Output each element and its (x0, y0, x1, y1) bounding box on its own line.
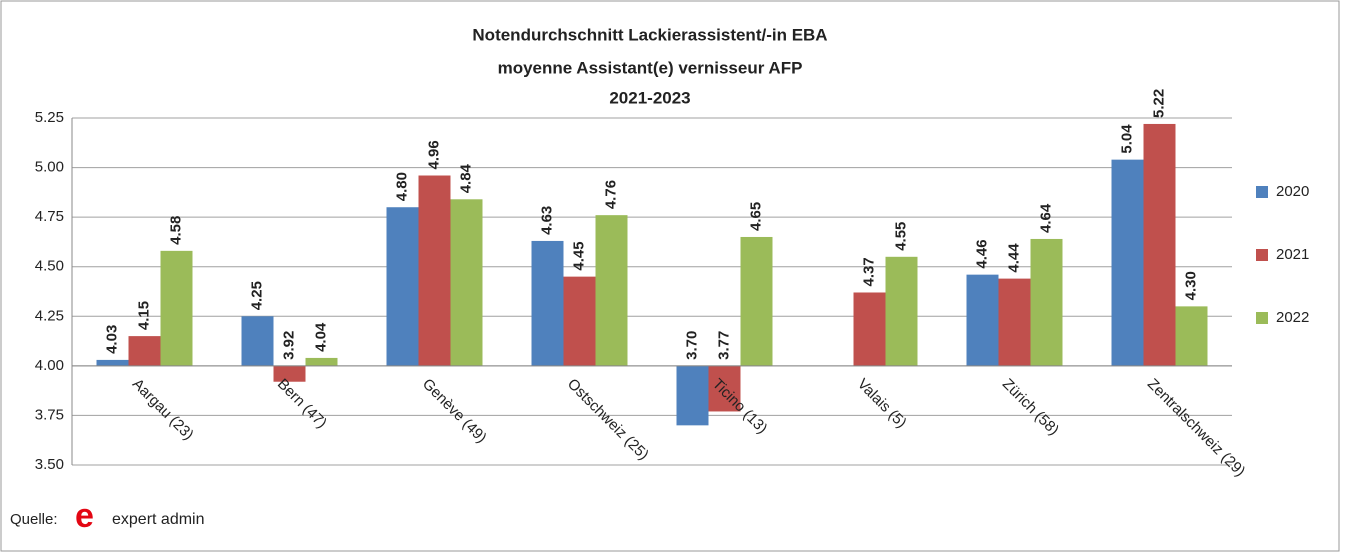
data-label: 4.55 (892, 222, 909, 251)
data-label: 3.70 (683, 331, 700, 360)
bar (853, 292, 886, 366)
bar (740, 236, 773, 366)
data-label: 4.04 (312, 322, 329, 352)
data-label: 4.64 (1037, 203, 1054, 233)
data-label: 4.80 (393, 172, 410, 201)
legend-swatch (1256, 312, 1268, 324)
data-label: 5.22 (1150, 89, 1167, 118)
data-label: 4.45 (570, 241, 587, 270)
y-tick-label: 3.50 (35, 456, 64, 473)
bar (708, 365, 741, 412)
bar (563, 276, 596, 366)
bar (1143, 123, 1176, 366)
bar (96, 359, 129, 366)
y-tick-label: 4.50 (35, 258, 64, 275)
bar (305, 357, 338, 366)
data-label: 4.63 (538, 206, 555, 235)
data-label: 5.04 (1118, 124, 1135, 154)
y-tick-label: 5.25 (35, 109, 64, 126)
data-label: 4.30 (1182, 271, 1199, 300)
source-logo: e (75, 497, 94, 535)
bar (531, 240, 564, 366)
data-label: 4.96 (425, 140, 442, 169)
y-tick-label: 5.00 (35, 159, 64, 176)
bar (966, 274, 999, 366)
legend-label: 2020 (1276, 183, 1309, 200)
legend-label: 2021 (1276, 246, 1309, 263)
bar (450, 199, 483, 366)
data-label: 4.84 (457, 163, 474, 193)
data-label: 3.92 (280, 331, 297, 360)
bar (998, 278, 1031, 366)
data-label: 4.15 (135, 301, 152, 330)
data-label: 4.03 (103, 325, 120, 354)
bar (273, 365, 306, 382)
bar (160, 250, 193, 366)
source-name: expert admin (112, 511, 205, 528)
bar (1111, 159, 1144, 366)
source-label: Quelle: (10, 511, 58, 528)
bar (241, 316, 274, 366)
data-label: 4.46 (973, 239, 990, 268)
bar (1175, 306, 1208, 366)
y-tick-label: 4.75 (35, 208, 64, 225)
data-label: 4.25 (248, 281, 265, 310)
bar (676, 365, 709, 426)
data-label: 4.76 (602, 180, 619, 209)
legend-swatch (1256, 249, 1268, 261)
bar (128, 336, 161, 366)
legend-label: 2022 (1276, 309, 1309, 326)
data-label: 4.37 (860, 257, 877, 286)
y-tick-label: 4.25 (35, 307, 64, 324)
bar (418, 175, 451, 366)
bar (1030, 238, 1063, 366)
bar (885, 256, 918, 366)
data-label: 4.44 (1005, 243, 1022, 273)
bar (595, 215, 628, 366)
chart-subtitle: 2021-2023 (609, 88, 690, 107)
data-label: 3.77 (715, 331, 732, 360)
y-tick-label: 4.00 (35, 357, 64, 374)
data-label: 4.65 (747, 202, 764, 231)
bar (386, 207, 419, 366)
chart-title: Notendurchschnitt Lackierassistent/-in E… (472, 25, 827, 44)
chart-subtitle: moyenne Assistant(e) vernisseur AFP (498, 58, 803, 77)
y-tick-label: 3.75 (35, 406, 64, 423)
legend-swatch (1256, 186, 1268, 198)
data-label: 4.58 (167, 216, 184, 245)
